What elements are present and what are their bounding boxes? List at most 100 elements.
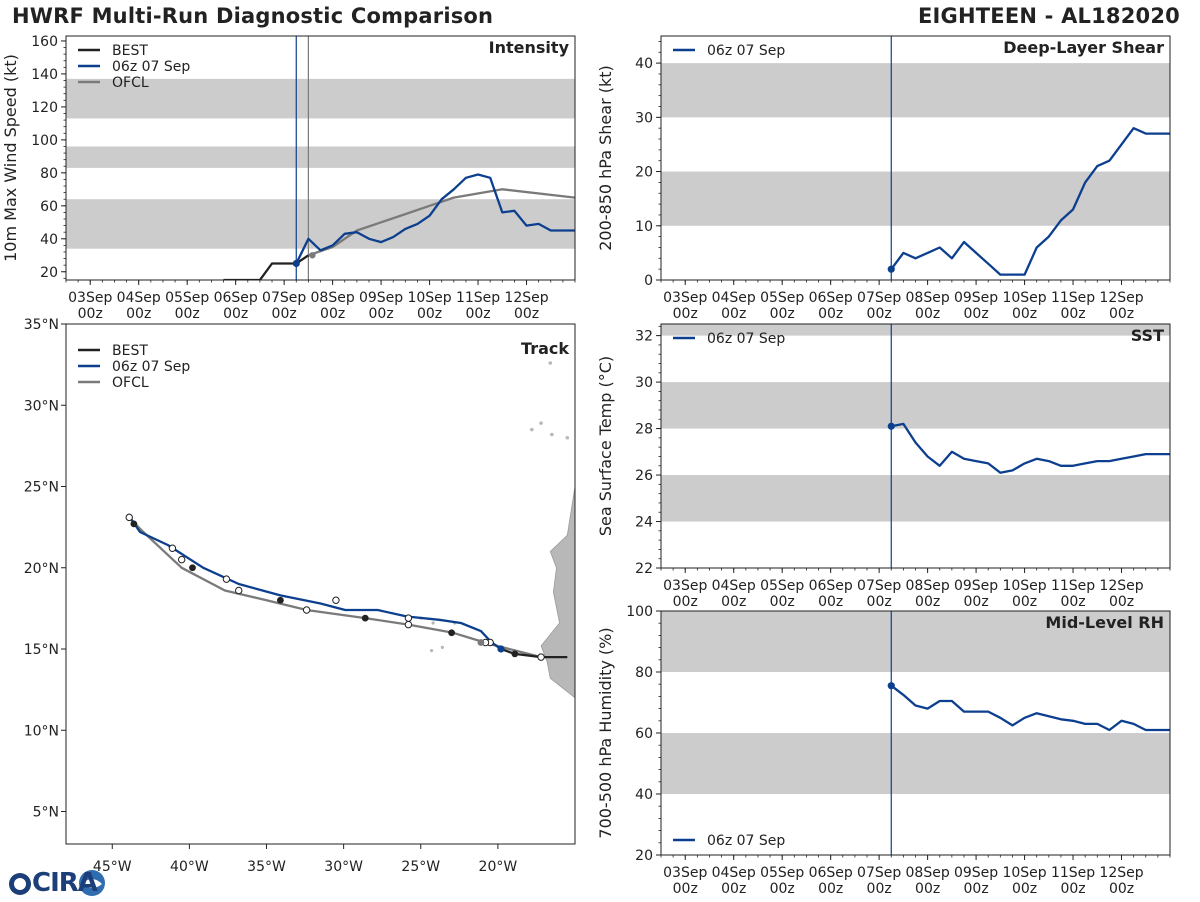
sst-band-2 [661, 324, 1170, 336]
track-ofcl-marker [222, 575, 231, 583]
shear-xtick-label: 03Sep [663, 290, 707, 306]
track-best-marker [511, 650, 519, 658]
intensity-xtick-label: 06Sep [214, 290, 258, 306]
rh-xtick-label-sub: 00z [673, 881, 698, 897]
figure-title: HWRF Multi-Run Diagnostic Comparison [12, 4, 494, 28]
rh-xtick-label: 04Sep [712, 865, 756, 881]
rh-band-0 [661, 733, 1170, 794]
sst-ytick-label: 28 [635, 422, 653, 438]
cape-verde-island [429, 649, 434, 653]
intensity-ytick-label: 40 [40, 232, 58, 248]
shear-xtick-label-sub: 00z [1012, 306, 1037, 322]
rh-ytick-label: 60 [635, 726, 653, 742]
intensity-xtick-label-sub: 00z [514, 306, 539, 322]
sst-ylabel: Sea Surface Temp (°C) [596, 356, 615, 536]
rh-title: Mid-Level RH [1045, 613, 1164, 632]
rh-ylabel: 700-500 hPa Humidity (%) [596, 627, 615, 838]
shear-ytick-label: 30 [635, 110, 653, 126]
sst-xtick-label-sub: 00z [770, 594, 795, 610]
intensity-ytick-label: 60 [40, 199, 58, 215]
intensity-band-0 [66, 199, 575, 249]
shear-ytick-label: 20 [635, 165, 653, 181]
rh-xtick-label-sub: 00z [721, 881, 746, 897]
shear-xtick-label-sub: 00z [770, 306, 795, 322]
track-best-marker [276, 596, 284, 604]
track-ytick-label: 35°N [24, 317, 59, 333]
shear-xtick-label: 05Sep [760, 290, 804, 306]
track-ofcl-marker [168, 544, 177, 552]
sst-xtick-label-sub: 00z [818, 594, 843, 610]
intensity-xtick-label: 08Sep [311, 290, 355, 306]
track-map-area [125, 361, 575, 699]
storm-id-title: EIGHTEEN - AL182020 [917, 4, 1180, 28]
track-ofcl-init-point [477, 639, 485, 646]
track-ytick-label: 5°N [33, 805, 59, 821]
track-best-marker [130, 520, 138, 528]
rh-ytick-label: 80 [635, 665, 653, 681]
track-legend-label: BEST [112, 343, 148, 359]
intensity-xtick-label-sub: 00z [369, 306, 394, 322]
shear-run-line [890, 127, 1170, 276]
intensity-run-line [295, 173, 575, 265]
sst-init-point [887, 422, 895, 430]
sst-xtick-label-sub: 00z [867, 594, 892, 610]
intensity-xtick-label: 04Sep [117, 290, 161, 306]
canary-island [550, 432, 554, 437]
rh-xtick-label-sub: 00z [1060, 881, 1085, 897]
track-xtick-label: 30°W [324, 859, 363, 875]
intensity-xtick-label: 09Sep [359, 290, 403, 306]
track-xtick-label: 35°W [247, 859, 286, 875]
logo-swirl-icon [9, 870, 105, 896]
shear-xtick-label-sub: 00z [1109, 306, 1134, 322]
rh-xtick-label-sub: 00z [1012, 881, 1037, 897]
shear-xtick-label: 08Sep [906, 290, 950, 306]
rh-xtick-label-sub: 00z [818, 881, 843, 897]
sst-title: SST [1131, 326, 1164, 345]
intensity-xtick-label: 07Sep [262, 290, 306, 306]
rh-xtick-label: 07Sep [857, 865, 901, 881]
canary-island [530, 427, 534, 432]
sst-run-line [891, 422, 1170, 474]
rh-xtick-label: 05Sep [760, 865, 804, 881]
intensity-xtick-label-sub: 00z [465, 306, 490, 322]
logo-text: CIRA [32, 868, 98, 898]
sst-xtick-label: 10Sep [1002, 578, 1046, 594]
shear-xtick-label-sub: 00z [915, 306, 940, 322]
track-ytick-label: 25°N [24, 480, 59, 496]
intensity-legend-label: BEST [112, 43, 148, 59]
sst-xtick-label-sub: 00z [915, 594, 940, 610]
intensity-xtick-label: 11Sep [456, 290, 500, 306]
track-best-marker [189, 564, 196, 572]
track-title: Track [521, 339, 569, 358]
shear-xtick-label-sub: 00z [867, 306, 892, 322]
rh-xtick-label: 08Sep [906, 865, 950, 881]
rh-xtick-label: 06Sep [809, 865, 853, 881]
sst-xtick-label-sub: 00z [1012, 594, 1037, 610]
canary-island [565, 435, 570, 440]
shear-band-1 [661, 63, 1170, 118]
sst-ytick-label: 30 [635, 375, 653, 391]
intensity-plot-area [66, 36, 575, 280]
shear-xtick-label: 12Sep [1099, 290, 1143, 306]
track-ytick-label: 30°N [24, 398, 59, 414]
intensity-ytick-label: 80 [40, 166, 58, 182]
intensity-title: Intensity [489, 38, 570, 57]
track-best-marker [448, 629, 456, 637]
rh-xtick-label-sub: 00z [1109, 881, 1134, 897]
intensity-ytick-label: 120 [31, 100, 58, 116]
cira-logo: CIRA [6, 868, 106, 898]
canary-island [539, 421, 543, 425]
rh-plot-area [661, 611, 1170, 855]
intensity-xtick-label: 03Sep [68, 290, 112, 306]
rh-xtick-label-sub: 00z [867, 881, 892, 897]
track-best-line [500, 647, 568, 659]
shear-xtick-label-sub: 00z [1060, 306, 1085, 322]
intensity-ylabel: 10m Max Wind Speed (kt) [1, 54, 20, 262]
track-run-line [126, 513, 502, 650]
sst-xtick-label-sub: 00z [673, 594, 698, 610]
sst-panel: 22242628303203Sep00z04Sep00z05Sep00z06Se… [596, 323, 1171, 610]
track-ytick-label: 15°N [24, 642, 59, 658]
shear-init-point [887, 265, 895, 273]
sst-xtick-label-sub: 00z [964, 594, 989, 610]
sst-xtick-label-sub: 00z [1109, 594, 1134, 610]
